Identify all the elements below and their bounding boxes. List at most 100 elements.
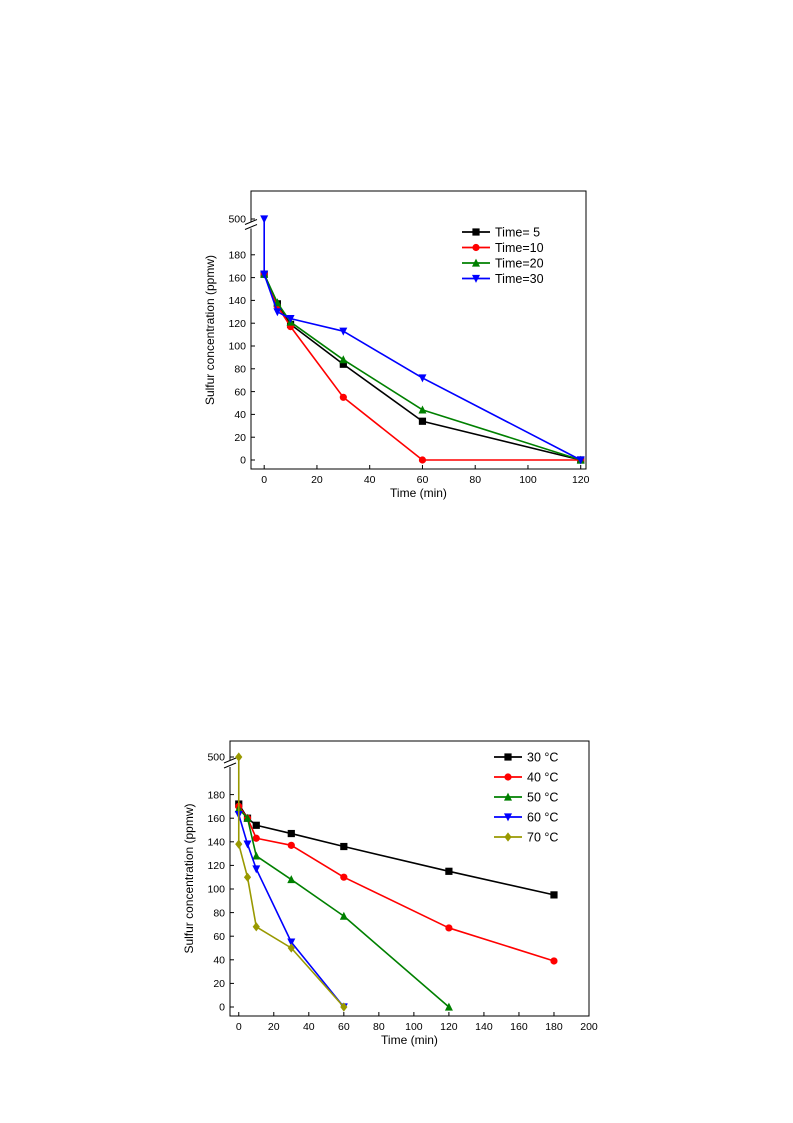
x-tick-label: 20 (311, 474, 323, 486)
plot-frame (229, 740, 590, 1017)
y-tick-label: 180 (228, 250, 246, 262)
x-tick-label: 40 (364, 474, 376, 486)
plot-frame (250, 190, 587, 470)
x-tick-label: 120 (440, 1021, 458, 1033)
legend-label: Time=30 (495, 272, 544, 286)
y-tick-label: 80 (234, 364, 246, 376)
x-tick-label: 160 (510, 1021, 528, 1033)
y-tick-label: 100 (228, 341, 246, 353)
y-axis-label: Sulfur concentration (ppmw) (182, 803, 196, 953)
series-line (263, 273, 581, 461)
y-tick-label: 120 (207, 860, 225, 872)
series-4 (234, 811, 348, 1012)
chart-1: 0 20 40 60 80 100 120 0 20 40 60 80 100 120 140 160 180 5… (203, 190, 590, 500)
x-tick-label: 80 (469, 474, 481, 486)
legend-label: Time=10 (495, 241, 544, 255)
y-tick-label: 160 (207, 813, 225, 825)
x-tick-label: 140 (475, 1021, 493, 1033)
data-point (418, 405, 427, 414)
data-point (339, 355, 348, 364)
data-point (340, 1002, 348, 1012)
data-point (445, 867, 453, 875)
y-tick-label: 20 (213, 978, 225, 990)
axis-break-mark (244, 219, 258, 225)
y-axis-label: Sulfur concentration (ppmw) (203, 255, 217, 405)
y-tick-label-break: 500 (228, 214, 246, 226)
chart-2: 0 20 40 60 80 100 120 140 160 180 200 0 20 40 60 80 100 1… (182, 740, 598, 1047)
y-tick-label: 100 (207, 884, 225, 896)
y-tick-label: 20 (234, 432, 246, 444)
x-tick-label: 0 (236, 1021, 242, 1033)
data-point (339, 360, 347, 368)
series-3 (260, 269, 585, 464)
x-tick-label: 60 (417, 474, 429, 486)
data-point (550, 957, 558, 965)
series-3 (234, 804, 453, 1011)
legend-marker (504, 753, 512, 761)
axis-break-mark (223, 762, 237, 769)
axis-break-gap (228, 760, 233, 767)
y-tick-label: 60 (234, 386, 246, 398)
x-tick-label: 60 (338, 1021, 350, 1033)
data-point (418, 417, 427, 425)
data-point (252, 834, 260, 842)
x-tick-label: 0 (261, 474, 267, 486)
x-axis-label: Time (min) (390, 486, 447, 500)
legend-label: 40 °C (527, 771, 558, 785)
data-point (340, 842, 348, 851)
series-line (238, 808, 450, 1008)
axis-break-mark (244, 224, 258, 230)
legend-label: Time=20 (495, 257, 544, 271)
legend-marker (472, 274, 480, 283)
y-tick-label: 60 (213, 931, 225, 943)
y-tick-label: 140 (207, 837, 225, 849)
series-2 (260, 270, 585, 464)
data-point (339, 327, 348, 336)
legend-marker (472, 228, 480, 236)
y-tick-label-break: 500 (207, 752, 225, 764)
legend: 30 °C 40 °C 50 °C 60 °C 70 °C (494, 751, 558, 845)
data-point (287, 943, 295, 953)
data-point (287, 875, 296, 884)
x-tick-label: 100 (405, 1021, 423, 1033)
data-point (286, 315, 295, 324)
series-2 (235, 802, 558, 965)
y-tick-label: 0 (219, 1002, 225, 1014)
legend-marker (504, 813, 512, 822)
legend-label: 50 °C (527, 791, 558, 805)
series-line (237, 757, 345, 1008)
y-tick-label: 40 (213, 955, 225, 967)
legend-marker (472, 258, 480, 267)
axis-break-mark (223, 757, 237, 764)
x-tick-label: 200 (580, 1021, 598, 1033)
data-point (576, 456, 585, 465)
x-tick-label: 180 (545, 1021, 563, 1033)
legend-label: 30 °C (527, 751, 558, 765)
y-tick-label: 0 (240, 455, 246, 467)
legend-marker (504, 773, 512, 781)
y-tick-label: 120 (228, 318, 246, 330)
data-point (243, 872, 252, 882)
data-point (418, 456, 427, 464)
x-tick-label: 20 (268, 1021, 280, 1033)
data-point (243, 813, 252, 822)
data-point (444, 1002, 453, 1011)
series-5 (235, 752, 348, 1012)
series-1 (260, 270, 585, 464)
y-tick-label: 40 (234, 409, 246, 421)
data-point (418, 374, 427, 383)
data-point (252, 922, 260, 932)
data-point (340, 873, 348, 881)
x-tick-label: 80 (373, 1021, 385, 1033)
data-point (252, 821, 260, 829)
legend-marker (504, 792, 512, 801)
data-point (287, 841, 295, 849)
y-tick-label: 180 (207, 789, 225, 801)
axis-break-gap (249, 221, 254, 229)
x-tick-label: 40 (303, 1021, 315, 1033)
data-point (252, 865, 261, 874)
data-point (260, 215, 269, 224)
y-tick-label: 80 (213, 907, 225, 919)
legend-label: 60 °C (527, 811, 558, 825)
